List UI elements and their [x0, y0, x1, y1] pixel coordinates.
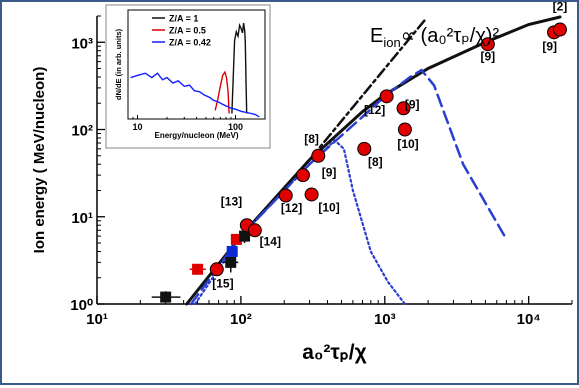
inset-legend-label: Z/A = 0.42: [169, 38, 211, 48]
inset-y-axis-title: dN/dE (in arb. units): [114, 28, 123, 100]
red-circle-point: [311, 148, 326, 163]
red-circle-point: [278, 188, 293, 203]
red-circle-point: [379, 89, 394, 104]
red-square-point: [230, 233, 242, 245]
x-tick-label: 10⁴: [517, 311, 541, 328]
reference-label: [12]: [364, 103, 385, 117]
red-circle-point: [295, 168, 310, 183]
y-tick-label: 10⁰: [70, 297, 93, 314]
inset-spectrum-line: [231, 22, 248, 114]
blue-square-point: [226, 245, 238, 257]
y-tick-label: 10¹: [71, 210, 93, 227]
reference-label: [14]: [260, 234, 281, 248]
red-circle-point: [209, 262, 224, 277]
red-circle-point: [247, 223, 262, 238]
inset-x-axis-title: Energy/nucleon (MeV): [154, 131, 238, 140]
reference-label: [9]: [480, 49, 495, 63]
curve-dotted-blue: [193, 138, 406, 306]
inset-legend-label: Z/A = 1: [169, 14, 198, 24]
reference-label: [13]: [221, 194, 242, 208]
reference-label: [9]: [542, 40, 557, 54]
red-square-point: [192, 263, 204, 275]
reference-label: [12]: [281, 201, 302, 215]
inset-legend-label: Z/A = 0.5: [169, 26, 206, 36]
inset-x-tick-label: 100: [228, 122, 243, 132]
x-tick-label: 10¹: [86, 311, 108, 328]
black-square-point: [225, 256, 237, 268]
reference-label: [9]: [322, 165, 337, 179]
x-tick-label: 10²: [230, 311, 252, 328]
x-tick-label: 10³: [374, 311, 396, 328]
inset-x-tick-label: 10: [132, 122, 142, 132]
reference-label: [9]: [405, 97, 420, 111]
y-tick-label: 10³: [71, 35, 93, 52]
red-circle-point: [397, 122, 412, 137]
reference-label: [10]: [318, 200, 339, 214]
y-tick-label: 10²: [71, 123, 93, 140]
reference-label: [15]: [212, 276, 233, 290]
red-circle-point: [357, 141, 372, 156]
red-circle-point: [396, 101, 411, 116]
x-axis-title: a₀²τₚ/χ: [302, 341, 366, 364]
scaling-annotation: Eion∝ (a₀²τₚ/χ)²: [370, 25, 499, 50]
reference-label: [10]: [397, 137, 418, 151]
black-square-point: [239, 230, 251, 242]
red-circle-point: [552, 22, 567, 37]
black-square-point: [160, 291, 172, 303]
curve-dash-dot-black: [239, 18, 427, 238]
reference-label: [8]: [304, 132, 319, 146]
inset-spectrum-line: [214, 70, 230, 114]
red-circle-point: [304, 187, 319, 202]
reference-label: [8]: [368, 155, 383, 169]
y-axis-title: Ion energy ( MeV/nucleon): [31, 67, 48, 254]
inset-spectrum-line: [130, 72, 260, 118]
reference-label: [2]: [553, 2, 568, 14]
red-circle-point: [480, 37, 495, 52]
